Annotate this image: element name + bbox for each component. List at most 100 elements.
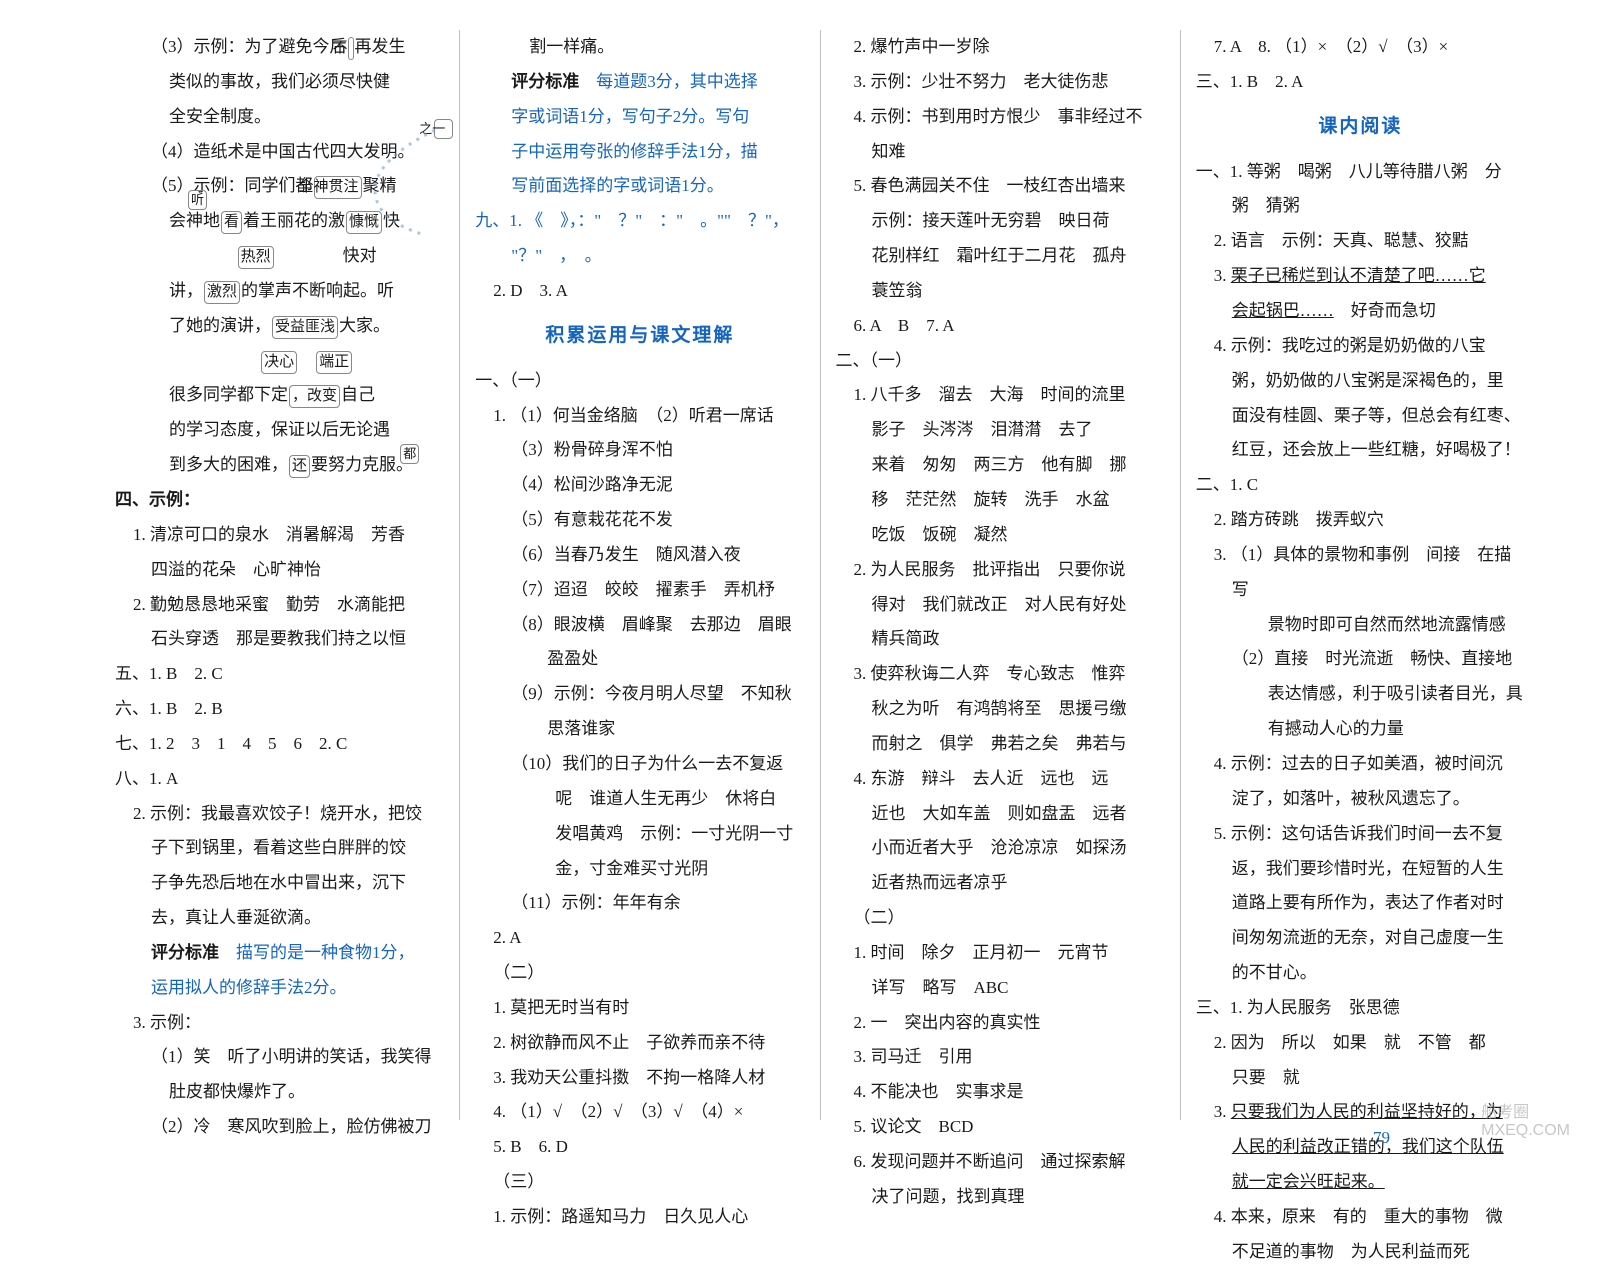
section-5: 五、1. B 2. C <box>115 657 444 692</box>
text-line: 2. 示例：我最喜欢饺子！烧开水，把饺 <box>115 797 444 832</box>
text-line: 决心 端正 <box>115 344 444 379</box>
text-line: 3. （1）具体的景物和事例 间接 在描写 <box>1196 538 1525 608</box>
text-line: 2. 因为 所以 如果 就 不管 都 <box>1196 1026 1525 1061</box>
text-line: 2. 语言 示例：天真、聪慧、狡黠 <box>1196 224 1525 259</box>
text-line: 2. 为人民服务 批评指出 只要你说 <box>836 553 1165 588</box>
text-line: 的不甘心。 <box>1196 956 1525 991</box>
text-line: （8）眼波横 眉峰聚 去那边 眉眼 <box>475 608 804 643</box>
text-line: 5. 议论文 BCD <box>836 1110 1165 1145</box>
text-line: 1. 莫把无时当有时 <box>475 991 804 1026</box>
text-line: 去，真让人垂涎欲滴。 <box>115 901 444 936</box>
text-line: 面没有桂圆、栗子等，但总会有红枣、 <box>1196 399 1525 434</box>
page-number: 79 <box>1373 1128 1390 1148</box>
text-line: 得对 我们就改正 对人民有好处 <box>836 588 1165 623</box>
text-line: 影子 头涔涔 泪潸潸 去了 <box>836 413 1165 448</box>
text-line: 4. （1）√ （2）√ （3）√ （4）× <box>475 1095 804 1130</box>
text-line: 子争先恐后地在水中冒出来，沉下 <box>115 866 444 901</box>
text-line: 1. 时间 除夕 正月初一 元宵节 <box>836 936 1165 971</box>
text-line: 返，我们要珍惜时光，在短暂的人生 <box>1196 852 1525 887</box>
text-line: 花别样红 霜叶红于二月花 孤舟 <box>836 239 1165 274</box>
text-line: 1. 清凉可口的泉水 消暑解渴 芳香 <box>115 518 444 553</box>
text-line: 来着 匆匆 两三方 他有脚 挪 <box>836 448 1165 483</box>
text-line: 6. A B 7. A <box>836 309 1165 344</box>
text-line: 4. 本来，原来 有的 重大的事物 微 <box>1196 1200 1525 1235</box>
text-line: 3. 司马迁 引用 <box>836 1040 1165 1075</box>
text-line: 4. 东游 辩斗 去人近 远也 远 <box>836 762 1165 797</box>
text-line: 知难 <box>836 135 1165 170</box>
section-title: 课内阅读 <box>1196 108 1525 147</box>
text-line: 4. 示例：我吃过的粥是奶奶做的八宝 <box>1196 329 1525 364</box>
text-line: 金，寸金难买寸光阴 <box>475 852 804 887</box>
text-line: 2. 一 突出内容的真实性 <box>836 1006 1165 1041</box>
text-line: 很多同学都下定，改变自己 <box>115 378 444 413</box>
text-line: 会起锅巴…… 好奇而急切 <box>1196 294 1525 329</box>
text-line: 表达情感，利于吸引读者目光，具 <box>1196 677 1525 712</box>
text-line: 写前面选择的字或词语1分。 <box>475 169 804 204</box>
text-line: 3. 示例：少壮不努力 老大徒伤悲 <box>836 65 1165 100</box>
text-line: 呢 谁道人生无再少 休将白 <box>475 782 804 817</box>
text-line: 5. B 6. D <box>475 1130 804 1165</box>
scoring-standard: 评分标准 描写的是一种食物1分， <box>115 936 444 971</box>
section-3: 三、1. B 2. A <box>1196 65 1525 100</box>
section-4: 四、示例： <box>115 483 444 518</box>
section-2: 二、1. C <box>1196 468 1525 503</box>
text-line: （2）冷 寒风吹到脸上，脸仿佛被刀 <box>115 1110 444 1145</box>
text-line: 红豆，还会放上一些红糖，好喝极了！ <box>1196 433 1525 468</box>
text-line: 思落谁家 <box>475 712 804 747</box>
text-line: 7. A 8. （1）× （2）√ （3）× <box>1196 30 1525 65</box>
text-line: 道路上要有所作为，表达了作者对时 <box>1196 886 1525 921</box>
text-line: （6）当春乃发生 随风潜入夜 <box>475 538 804 573</box>
text-line: 石头穿透 那是要教我们持之以恒 <box>115 622 444 657</box>
section-3: 三、1. 为人民服务 张思德 <box>1196 991 1525 1026</box>
text-line: "？" ， 。 <box>475 239 804 274</box>
text-line: 1. 示例：路遥知马力 日久见人心 <box>475 1200 804 1235</box>
text-line: 而射之 俱学 弗若之矣 弗若与 <box>836 727 1165 762</box>
text-line: 类似的事故，我们必须尽快健 <box>115 65 444 100</box>
text-line: 的学习态度，保证以后无论遇 都 <box>115 413 444 448</box>
text-line: 不足道的事物 为人民利益而死 <box>1196 1235 1525 1270</box>
text-line: 到多大的困难，还要努力克服。 <box>115 448 444 483</box>
column-2: 割一样痛。 评分标准 每道题3分，其中选择 字或词语1分，写句子2分。写句 子中… <box>460 30 820 1120</box>
text-line: 粥，奶奶做的八宝粥是深褐色的，里 <box>1196 364 1525 399</box>
text-line: 4. 示例：书到用时方恨少 事非经过不 <box>836 100 1165 135</box>
text-line: 粥 猜粥 <box>1196 189 1525 224</box>
text-line: 人民的利益改正错的，我们这个队伍 <box>1196 1130 1525 1165</box>
text-line: 只要 就 <box>1196 1061 1525 1096</box>
text-line: 发唱黄鸡 示例：一寸光阴一寸 <box>475 817 804 852</box>
text-line: （5）有意栽花花不发 <box>475 503 804 538</box>
text-line: 1. （1）何当金络脑 （2）听君一席话 <box>475 399 804 434</box>
text-line: 子下到锅里，看着这些白胖胖的饺 <box>115 831 444 866</box>
text-line: 淀了，如落叶，被秋风遗忘了。 <box>1196 782 1525 817</box>
section-9: 九、1. 《 》，：" ？" ：" 。"" ？"， <box>475 204 804 239</box>
text-line: 6. 发现问题并不断追问 通过探索解 <box>836 1145 1165 1180</box>
section-8: 八、1. A <box>115 762 444 797</box>
text-line: 热烈 快对 <box>115 239 444 274</box>
text-line: 决了问题，找到真理 <box>836 1180 1165 1215</box>
text-line: 近者热而远者凉乎 <box>836 866 1165 901</box>
text-line: 1. 八千多 溜去 大海 时间的流里 <box>836 378 1165 413</box>
text-line: 3. 示例： <box>115 1006 444 1041</box>
text-line: （11）示例：年年有余 <box>475 886 804 921</box>
section-1: 一、1. 等粥 喝粥 八儿等待腊八粥 分 <box>1196 155 1525 190</box>
text-line: 精兵简政 <box>836 622 1165 657</box>
text-line: 蓑笠翁 <box>836 274 1165 309</box>
text-line: 景物时即可自然而然地流露情感 <box>1196 608 1525 643</box>
text-line: 示例：接天莲叶无穷碧 映日荷 <box>836 204 1165 239</box>
text-line: （3）示例：为了避免今后不再发生 <box>115 30 444 65</box>
text-line: 近也 大如车盖 则如盘盂 远者 <box>836 797 1165 832</box>
text-line: （9）示例：今夜月明人尽望 不知秋 <box>475 677 804 712</box>
text-line: 四溢的花朵 心旷神怡 <box>115 553 444 588</box>
section-1-1: 一、（一） <box>475 364 804 399</box>
text-line: 4. 不能决也 实事求是 <box>836 1075 1165 1110</box>
subsection-2: （二） <box>475 956 804 991</box>
column-4: 7. A 8. （1）× （2）√ （3）× 三、1. B 2. A 课内阅读 … <box>1181 30 1540 1120</box>
text-line: （10）我们的日子为什么一去不复返 <box>475 747 804 782</box>
decoration-arc-icon <box>365 120 445 240</box>
section-title: 积累运用与课文理解 <box>475 317 804 356</box>
text-line: 2. 勤勉恳恳地采蜜 勤劳 水滴能把 <box>115 588 444 623</box>
section-2: 二、（一） <box>836 344 1165 379</box>
text-line: 小而近者大乎 沧沧凉凉 如探汤 <box>836 831 1165 866</box>
text-line: 2. D 3. A <box>475 274 804 309</box>
text-line: （1）笑 听了小明讲的笑话，我笑得 <box>115 1040 444 1075</box>
text-line: 了她的演讲，受益匪浅大家。 <box>115 309 444 344</box>
